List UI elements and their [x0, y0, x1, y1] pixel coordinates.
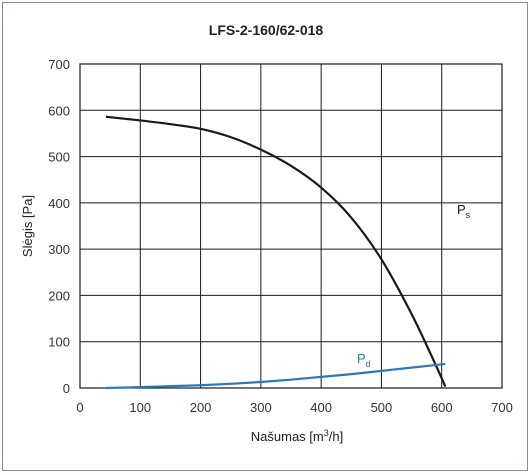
- x-tick-label: 500: [371, 400, 393, 415]
- x-tick-label: 700: [491, 400, 513, 415]
- y-tick-label: 0: [63, 381, 70, 396]
- x-tick-labels: 0 100 200 300 400 500 600 700: [76, 400, 512, 415]
- series-line-ps: [105, 115, 447, 388]
- x-tick-label: 600: [431, 400, 453, 415]
- y-tick-label: 100: [48, 335, 70, 350]
- series-group: Ps Pd: [105, 115, 471, 390]
- chart-title: LFS-2-160/62-018: [209, 22, 324, 38]
- chart-frame: [2, 2, 528, 471]
- x-axis-label-sup: 3: [324, 428, 329, 438]
- y-tick-label: 700: [48, 57, 70, 72]
- grid: [79, 63, 503, 389]
- y-tick-labels: 0 100 200 300 400 500 600 700: [48, 57, 70, 396]
- y-tick-label: 500: [48, 150, 70, 165]
- y-tick-label: 400: [48, 196, 70, 211]
- x-tick-label: 400: [310, 400, 332, 415]
- y-tick-label: 600: [48, 103, 70, 118]
- x-axis-label-main: Našumas [m: [251, 429, 324, 444]
- x-tick-label: 200: [190, 400, 212, 415]
- y-axis-label: Slėgis [Pa]: [20, 195, 35, 257]
- x-axis-label-tail: /h]: [329, 429, 343, 444]
- x-axis-label: Našumas [m3/h]: [251, 428, 343, 444]
- y-tick-label: 200: [48, 288, 70, 303]
- x-tick-label: 300: [250, 400, 272, 415]
- series-label-ps: Ps: [457, 202, 471, 220]
- y-tick-label: 300: [48, 242, 70, 257]
- plot-area-border: [79, 63, 503, 389]
- x-tick-label: 100: [129, 400, 151, 415]
- series-line-pd: [105, 362, 446, 390]
- x-tick-label: 0: [76, 400, 83, 415]
- series-label-pd: Pd: [357, 351, 371, 369]
